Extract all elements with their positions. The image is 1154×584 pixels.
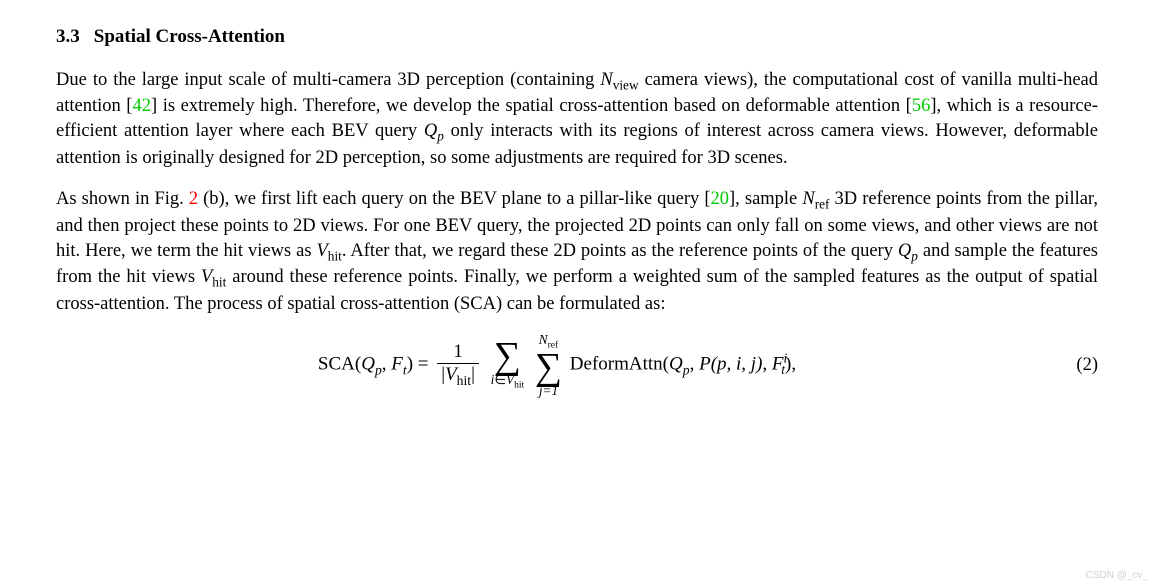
equals: ) =: [407, 353, 434, 374]
sub-ref: ref: [815, 197, 830, 212]
var-Vhit: V: [201, 267, 212, 287]
text: ], sample: [729, 189, 802, 209]
sum-bottom: i∈Vhit: [491, 373, 525, 390]
close-paren: ),: [785, 353, 796, 374]
sub-view: view: [613, 77, 639, 92]
section-number: 3.3: [56, 24, 80, 50]
var-Q: Q: [361, 353, 375, 374]
var-F: F: [391, 353, 403, 374]
sub-hit: hit: [514, 380, 524, 391]
var-Vhit: V: [316, 241, 327, 261]
deformattn-open: DeformAttn(: [570, 353, 669, 374]
text: As shown in Fig.: [56, 189, 189, 209]
fraction: 1 |Vhit|: [437, 341, 479, 388]
equation-2: SCA(Qp, Ft) = 1 |Vhit| ∑ i∈Vhit Nref ∑ j…: [56, 333, 1098, 398]
sca-open: SCA(: [318, 353, 361, 374]
equation-number: (2): [1058, 353, 1098, 378]
var-Q: Q: [898, 241, 911, 261]
sum-over-j: Nref ∑ j=1: [535, 333, 562, 398]
sigma-icon: ∑: [535, 348, 562, 386]
citation-42[interactable]: 42: [132, 96, 151, 116]
sub-p: p: [683, 362, 690, 377]
paragraph-1: Due to the large input scale of multi-ca…: [56, 68, 1098, 171]
citation-56[interactable]: 56: [912, 96, 931, 116]
watermark: CSDN @_cv_: [1086, 569, 1148, 583]
comma: ,: [382, 353, 392, 374]
text: ] is extremely high. Therefore, we devel…: [151, 96, 912, 116]
denominator: |Vhit|: [437, 364, 479, 389]
text: . After that, we regard these 2D points …: [342, 241, 898, 261]
sub-p: p: [911, 248, 918, 263]
sub-hit: hit: [212, 275, 226, 290]
var-N: N: [539, 332, 548, 347]
paragraph-2: As shown in Fig. 2 (b), we first lift ea…: [56, 187, 1098, 317]
var-Q: Q: [424, 121, 437, 141]
sum-over-vhit: ∑ i∈Vhit: [491, 339, 525, 390]
citation-20[interactable]: 20: [711, 189, 730, 209]
in-symbol: ∈: [494, 372, 506, 387]
var-Q: Q: [669, 353, 683, 374]
comma: ,: [690, 353, 700, 374]
pij: (p, i, j),: [711, 353, 772, 374]
text: (b), we first lift each query on the BEV…: [198, 189, 710, 209]
sum-bottom: j=1: [535, 384, 562, 397]
section-title: Spatial Cross-Attention: [94, 26, 285, 47]
equation-body: SCA(Qp, Ft) = 1 |Vhit| ∑ i∈Vhit Nref ∑ j…: [56, 333, 1058, 398]
numerator: 1: [437, 341, 479, 364]
var-V: V: [506, 372, 514, 387]
bar-close: |: [471, 364, 475, 385]
section-heading: 3.3 Spatial Cross-Attention: [56, 24, 1098, 50]
sub-hit: hit: [328, 248, 342, 263]
var-N: N: [600, 70, 612, 90]
sigma-icon: ∑: [491, 337, 525, 375]
sub-p: p: [375, 362, 382, 377]
var-N: N: [802, 189, 814, 209]
text: Due to the large input scale of multi-ca…: [56, 70, 600, 90]
sub-hit: hit: [457, 373, 471, 388]
var-P: P: [699, 353, 711, 374]
var-Vhit: V: [445, 364, 457, 385]
sub-p: p: [437, 129, 444, 144]
figure-ref-2[interactable]: 2: [189, 189, 198, 209]
